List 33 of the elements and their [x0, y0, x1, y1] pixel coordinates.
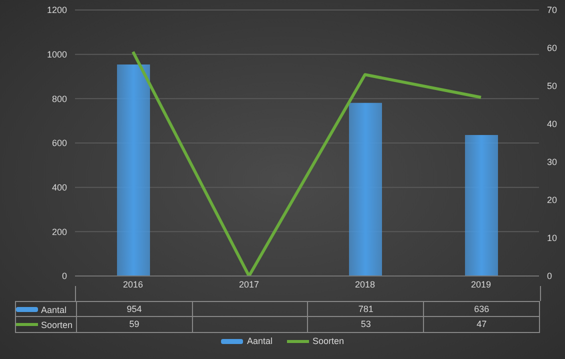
y2-tick-label: 10	[547, 233, 558, 244]
y-tick-label: 200	[52, 226, 67, 237]
line-series	[132, 50, 482, 276]
y2-tick-label: 60	[547, 43, 558, 54]
data-label: 47	[424, 317, 540, 332]
y2-tick-label: 20	[547, 195, 558, 206]
text: Soorten	[41, 320, 73, 330]
data-label: 59	[76, 317, 193, 332]
data-label: 781	[308, 302, 424, 317]
data-label: 636	[424, 302, 540, 317]
y-tick-label: 400	[52, 182, 67, 193]
x-tick-label: 2018	[354, 279, 376, 290]
y2-tick-label: 0	[547, 271, 552, 282]
y-tick-label: 0	[62, 271, 67, 282]
x-tick-label: 2017	[238, 279, 260, 290]
y-tick-label: 600	[52, 138, 67, 148]
y2-tick-label: 40	[547, 119, 558, 130]
bar	[465, 135, 498, 276]
y2-tick-label: 30	[547, 157, 558, 168]
x-tick-label: 2016	[122, 279, 144, 290]
legend-label: Aantal	[41, 304, 67, 314]
data-label: 53	[308, 317, 424, 332]
bar	[349, 102, 382, 276]
text: Aantal	[246, 336, 272, 346]
bar	[117, 64, 150, 276]
y2-tick-label: 50	[547, 81, 558, 92]
legend-label: Soorten	[312, 336, 344, 346]
data-label: 954	[76, 302, 193, 317]
y-tick-label: 1200	[46, 5, 67, 16]
y-tick-label: 1000	[46, 50, 67, 60]
y2-tick-label: 70	[547, 5, 558, 16]
x-tick-label: 2019	[470, 279, 492, 290]
y-tick-label: 800	[52, 94, 67, 104]
